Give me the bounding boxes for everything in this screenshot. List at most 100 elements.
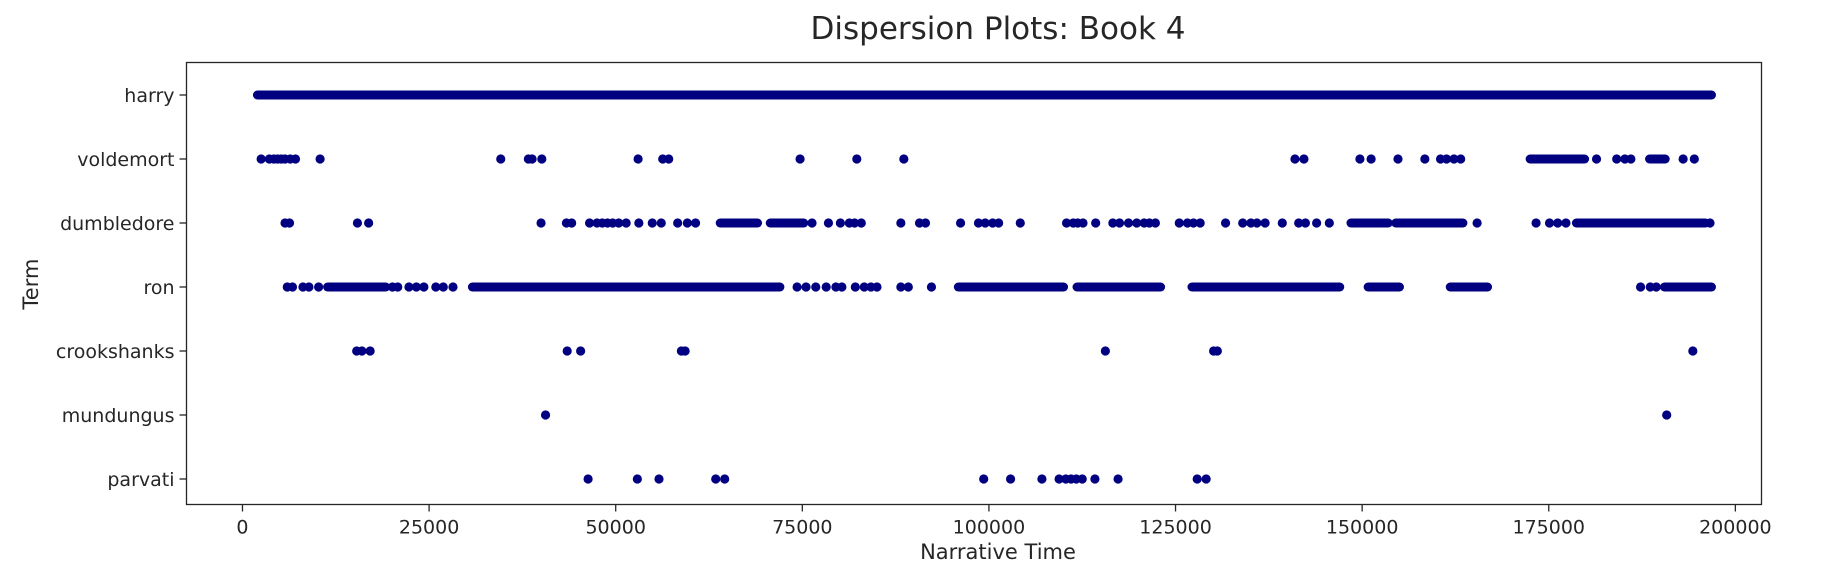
y-tick-label: ron — [143, 277, 174, 299]
x-tick-label: 100000 — [953, 517, 1026, 539]
occurrence-point — [583, 474, 593, 484]
occurrence-point — [315, 154, 325, 164]
occurrence-point — [1591, 154, 1602, 164]
occurrence-point — [1324, 218, 1334, 228]
occurrence-point — [1355, 154, 1365, 164]
occurrence-point — [680, 346, 690, 356]
occurrence-point — [1612, 154, 1622, 164]
occurrence-point — [811, 282, 821, 292]
occurrence-point — [926, 282, 937, 292]
occurrence-point — [256, 154, 266, 164]
occurrence-point — [1366, 154, 1376, 164]
occurrence-point — [1212, 346, 1222, 356]
occurrence-point — [584, 218, 595, 228]
occurrence-point — [314, 282, 324, 292]
y-tick-label: crookshanks — [56, 341, 175, 363]
y-axis-title: Term — [19, 259, 43, 311]
occurrence-point — [795, 154, 805, 164]
occurrence-point — [1531, 218, 1541, 228]
occurrence-point — [1688, 346, 1698, 356]
occurrence-point — [682, 218, 692, 228]
occurrence-point — [1108, 218, 1118, 228]
x-tick-label: 25000 — [399, 517, 459, 539]
occurrence-point — [1037, 474, 1047, 484]
occurrence-point — [357, 346, 367, 356]
occurrence-point — [859, 282, 869, 292]
occurrence-point — [1077, 474, 1087, 484]
occurrence-point — [1192, 474, 1202, 484]
occurrence-point — [720, 474, 730, 484]
occurrence-point — [1626, 154, 1636, 164]
y-tick-label: voldemort — [77, 149, 174, 171]
occurrence-point — [287, 282, 298, 292]
occurrence-point — [647, 218, 657, 228]
occurrence-point — [654, 474, 664, 484]
occurrence-point — [1123, 218, 1134, 228]
y-tick-label: dumbledore — [60, 213, 174, 235]
occurrence-point — [711, 474, 721, 484]
occurrence-point — [1290, 154, 1300, 164]
occurrence-point — [673, 218, 683, 228]
occurrence-point — [404, 282, 414, 292]
occurrence-point — [1294, 218, 1304, 228]
x-axis-title: Narrative Time — [920, 540, 1076, 564]
chart-title: Dispersion Plots: Book 4 — [811, 11, 1186, 47]
occurrence-point — [1635, 282, 1646, 292]
occurrence-point — [955, 218, 966, 228]
occurrence-point — [1005, 474, 1016, 484]
occurrence-point — [837, 282, 847, 292]
occurrence-point — [980, 218, 990, 228]
occurrence-point — [1689, 154, 1699, 164]
occurrence-point — [1188, 218, 1199, 228]
occurrence-point — [1299, 154, 1309, 164]
occurrence-point — [567, 218, 577, 228]
series-mundungus — [540, 410, 1672, 420]
occurrence-point — [431, 282, 441, 292]
occurrence-point — [1090, 474, 1100, 484]
x-tick-label: 50000 — [585, 517, 645, 539]
occurrence-point — [1220, 218, 1231, 228]
occurrence-point — [1252, 218, 1262, 228]
x-tick-label: 0 — [236, 517, 248, 539]
occurrence-point — [896, 218, 906, 228]
occurrence-point — [1015, 218, 1025, 228]
x-tick-label: 75000 — [772, 517, 832, 539]
occurrence-point — [903, 282, 913, 292]
occurrence-point — [1260, 218, 1270, 228]
occurrence-point — [290, 154, 301, 164]
occurrence-point — [284, 218, 295, 228]
occurrence-point — [364, 218, 374, 228]
occurrence-point — [352, 218, 363, 228]
occurrence-point — [448, 282, 458, 292]
occurrence-point — [1100, 346, 1110, 356]
occurrence-point — [633, 154, 643, 164]
occurrence-point — [792, 282, 802, 292]
y-tick-label: mundungus — [62, 405, 175, 427]
occurrence-point — [576, 346, 586, 356]
occurrence-point — [1132, 218, 1142, 228]
occurrence-point — [621, 218, 631, 228]
occurrence-point — [1195, 218, 1205, 228]
occurrence-point — [537, 154, 547, 164]
occurrence-point — [1061, 218, 1072, 228]
occurrence-point — [994, 218, 1004, 228]
occurrence-point — [1113, 474, 1123, 484]
occurrence-point — [821, 282, 831, 292]
occurrence-point — [979, 474, 989, 484]
occurrence-point — [896, 282, 906, 292]
occurrence-point — [393, 282, 403, 292]
occurrence-point — [365, 346, 375, 356]
x-axis: 0 25000 50000 75000 100000 125000 150000 175000… — [236, 504, 1772, 539]
occurrence-point — [656, 218, 666, 228]
occurrence-point — [1449, 154, 1459, 164]
occurrence-point — [1553, 218, 1563, 228]
occurrence-point — [872, 282, 882, 292]
occurrence-point — [1078, 218, 1088, 228]
occurrence-point — [1091, 218, 1101, 228]
occurrence-point — [1705, 218, 1715, 228]
occurrence-point — [1201, 474, 1211, 484]
series-crookshanks — [352, 346, 1698, 356]
occurrence-point — [899, 154, 909, 164]
x-tick-label: 125000 — [1139, 517, 1212, 539]
